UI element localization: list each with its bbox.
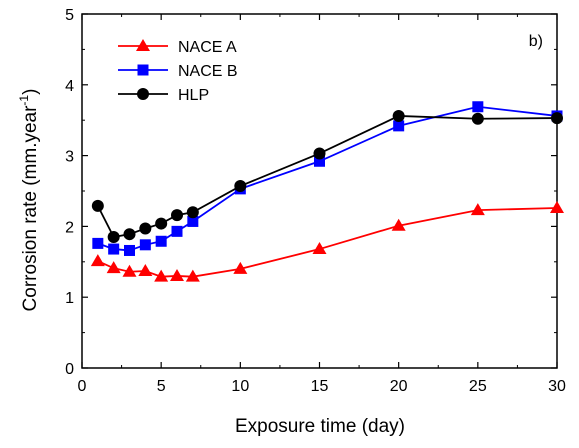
- series-line-nace-a: [97, 207, 558, 278]
- data-point-hlp: [186, 206, 199, 219]
- data-point-nace-b: [108, 243, 120, 255]
- data-point-nace-b: [124, 244, 135, 256]
- data-point-nace-a: [170, 268, 184, 281]
- legend-label-nace-a: NACE A: [178, 39, 237, 56]
- legend-item-hlp: HLP: [118, 87, 209, 104]
- data-point-hlp: [313, 147, 326, 160]
- data-point-nace-b: [472, 101, 484, 113]
- data-point-nace-b: [155, 235, 167, 247]
- legend-swatch-marker: [136, 39, 150, 51]
- data-point-nace-a: [550, 200, 564, 213]
- series-line-hlp: [97, 115, 558, 239]
- legend: NACE A NACE B HLP: [118, 39, 238, 104]
- panel-label: b): [529, 33, 543, 50]
- series-line-nace-b: [97, 105, 558, 252]
- y-tick-label: 0: [65, 361, 74, 378]
- data-point-nace-b: [139, 239, 151, 251]
- x-tick-label: 20: [390, 378, 408, 395]
- y-tick-label: 1: [65, 290, 74, 307]
- plot-axes: [81, 13, 558, 369]
- data-point-hlp: [107, 231, 120, 244]
- data-point-hlp: [551, 112, 563, 125]
- data-point-hlp: [234, 180, 247, 193]
- series-nace-a: [90, 200, 564, 282]
- data-point-nace-a: [138, 264, 153, 277]
- axis-ticks: 0 5 10 15 20 25 30 0 1 2 3 4 5: [65, 7, 566, 395]
- y-axis-label-main: Corrosion rate (mm.year: [20, 105, 41, 312]
- data-point-nace-b: [314, 155, 325, 167]
- data-point-hlp: [91, 199, 104, 212]
- data-point-nace-a: [312, 242, 327, 255]
- series-hlp: [91, 109, 563, 244]
- plot-frame: [81, 13, 558, 369]
- data-point-nace-a: [391, 218, 406, 231]
- legend-item-nace-b: NACE B: [118, 63, 238, 80]
- data-point-hlp: [123, 228, 136, 241]
- x-tick-label: 15: [311, 378, 329, 395]
- series-layer: [90, 101, 564, 282]
- y-tick-label: 2: [65, 219, 74, 236]
- y-axis-label-close: ): [20, 89, 41, 95]
- x-tick-label: 30: [548, 378, 566, 395]
- legend-swatch-marker: [137, 64, 149, 76]
- legend-item-nace-a: NACE A: [118, 39, 237, 56]
- data-point-nace-a: [106, 261, 121, 274]
- legend-label-nace-b: NACE B: [178, 63, 238, 80]
- x-tick-label: 10: [231, 378, 249, 395]
- data-point-hlp: [155, 217, 168, 230]
- data-point-nace-b: [171, 225, 183, 237]
- data-point-hlp: [471, 112, 484, 125]
- x-axis-label: Exposure time (day): [235, 416, 405, 437]
- data-point-hlp: [171, 209, 183, 222]
- data-point-hlp: [139, 222, 152, 235]
- data-point-nace-a: [470, 203, 485, 216]
- legend-swatch-marker: [137, 88, 149, 100]
- data-point-nace-a: [90, 254, 105, 267]
- series-nace-b: [92, 101, 563, 256]
- x-tick-label: 5: [157, 378, 166, 395]
- x-tick-label: 25: [469, 378, 487, 395]
- data-point-nace-b: [92, 237, 104, 249]
- y-tick-label: 3: [65, 149, 74, 166]
- legend-label-hlp: HLP: [178, 87, 209, 104]
- y-axis-label: Corrosion rate (mm.year-1): [17, 89, 41, 312]
- data-point-nace-a: [154, 269, 169, 282]
- data-point-nace-a: [185, 269, 200, 282]
- data-point-nace-a: [233, 261, 248, 274]
- data-point-nace-a: [122, 264, 137, 277]
- y-axis-label-superscript: -1: [17, 95, 31, 106]
- data-point-hlp: [392, 109, 405, 122]
- y-tick-label: 4: [65, 78, 74, 95]
- data-point-nace-b: [187, 215, 199, 227]
- y-tick-label: 5: [65, 7, 74, 24]
- data-point-nace-b: [393, 120, 405, 132]
- x-tick-label: 0: [78, 378, 87, 395]
